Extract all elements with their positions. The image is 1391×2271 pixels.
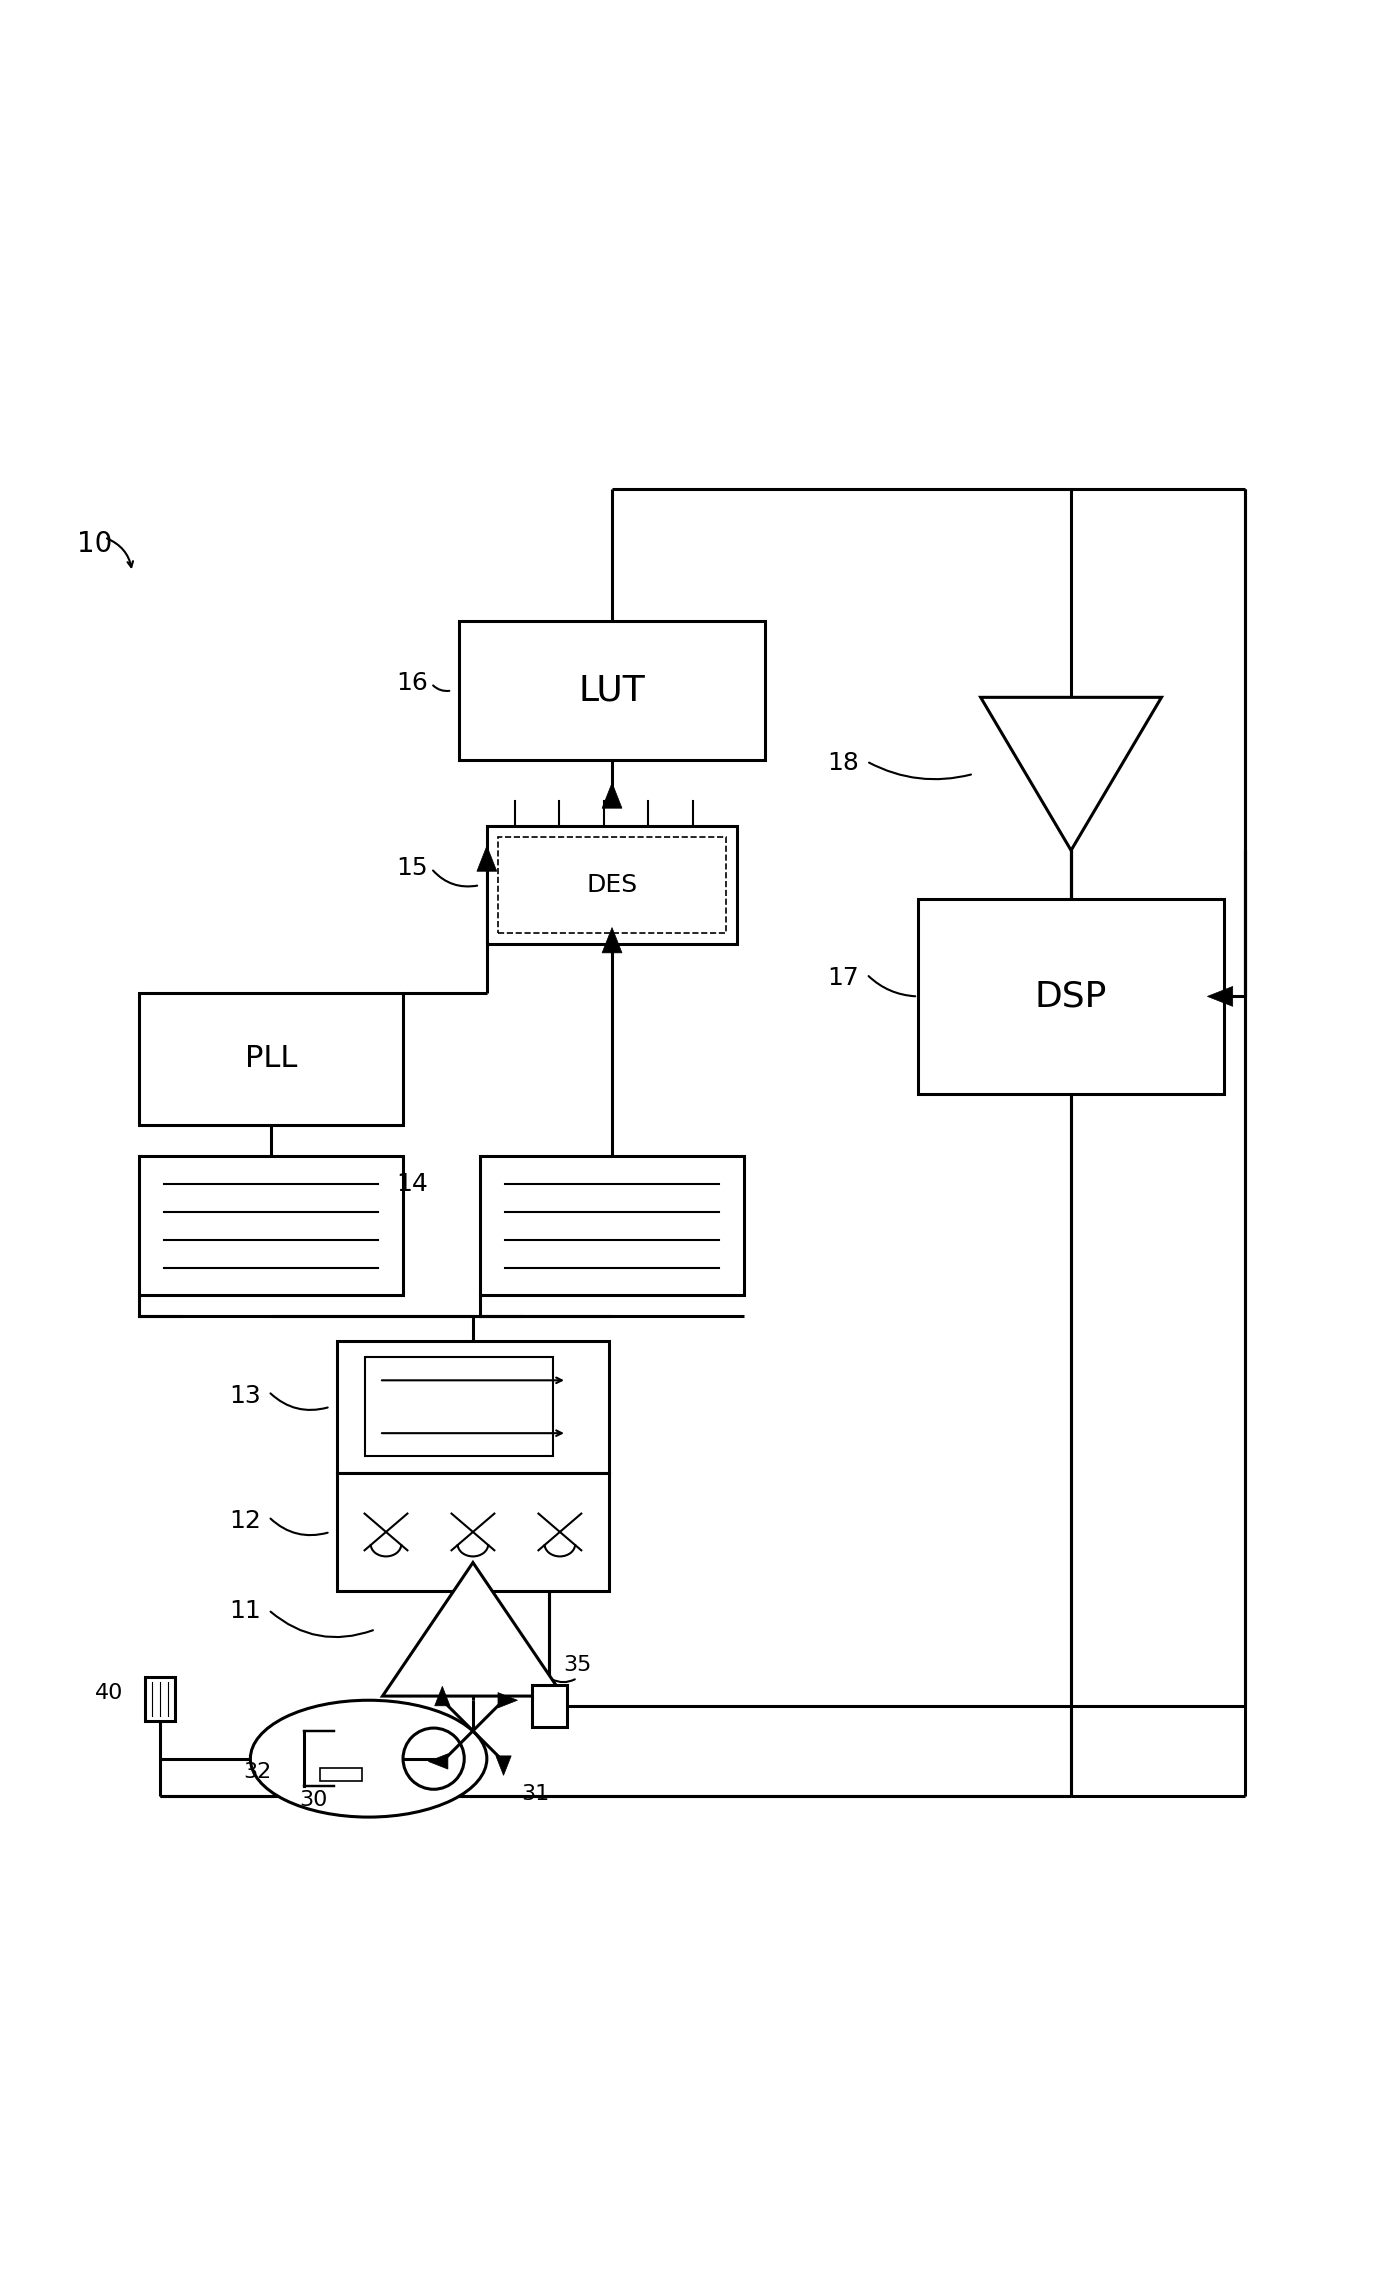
Bar xyxy=(480,1156,744,1294)
Text: 30: 30 xyxy=(299,1790,327,1810)
Text: 12: 12 xyxy=(230,1508,262,1533)
Text: DES: DES xyxy=(587,872,637,897)
Polygon shape xyxy=(495,1755,512,1776)
Polygon shape xyxy=(383,1562,563,1696)
Text: 13: 13 xyxy=(230,1383,262,1408)
Ellipse shape xyxy=(250,1701,487,1817)
Text: LUT: LUT xyxy=(579,674,645,706)
Text: 14: 14 xyxy=(396,1172,428,1197)
Bar xyxy=(337,1474,609,1592)
Text: 16: 16 xyxy=(396,672,428,695)
Polygon shape xyxy=(1207,986,1232,1006)
Text: 18: 18 xyxy=(828,752,860,774)
Text: 10: 10 xyxy=(77,531,111,559)
Text: 32: 32 xyxy=(243,1762,271,1783)
Polygon shape xyxy=(602,927,622,954)
Polygon shape xyxy=(981,697,1161,849)
Bar xyxy=(498,838,726,933)
Text: 40: 40 xyxy=(95,1683,122,1703)
Bar xyxy=(531,1685,566,1726)
Bar xyxy=(320,1769,362,1780)
Text: 17: 17 xyxy=(828,965,860,990)
Bar xyxy=(459,620,765,761)
Bar xyxy=(145,1676,175,1721)
Text: 35: 35 xyxy=(563,1656,591,1676)
Text: 15: 15 xyxy=(396,856,428,881)
Polygon shape xyxy=(477,845,497,872)
Bar xyxy=(139,1156,403,1294)
Bar xyxy=(364,1358,552,1456)
Bar xyxy=(337,1340,609,1474)
Polygon shape xyxy=(434,1687,449,1706)
Polygon shape xyxy=(428,1753,448,1769)
Bar xyxy=(139,992,403,1124)
Text: DSP: DSP xyxy=(1035,979,1107,1013)
Circle shape xyxy=(403,1728,465,1790)
Polygon shape xyxy=(498,1692,517,1708)
Bar xyxy=(918,899,1224,1095)
Text: 31: 31 xyxy=(522,1785,549,1805)
Bar xyxy=(487,827,737,945)
Text: PLL: PLL xyxy=(245,1045,298,1074)
Polygon shape xyxy=(602,783,622,808)
Text: 11: 11 xyxy=(230,1599,262,1624)
